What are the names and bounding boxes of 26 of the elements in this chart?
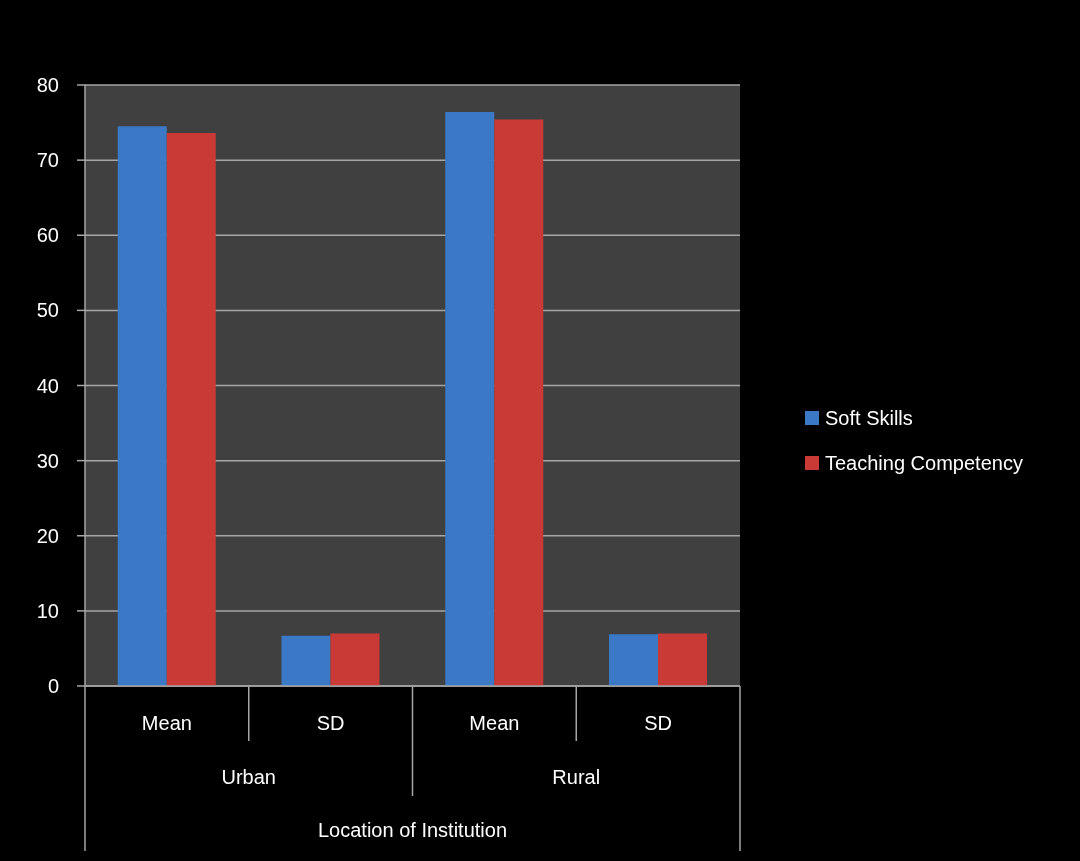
y-tick-label: 20 <box>36 524 59 547</box>
bar <box>166 133 216 686</box>
x-tick-label: SD <box>316 712 345 734</box>
text: Urban <box>221 766 276 788</box>
x-axis-title: Location of Institution <box>317 819 508 841</box>
legend-label: Soft Skills <box>825 406 913 430</box>
y-tick-label: 0 <box>47 675 59 698</box>
x-tick-label: Mean <box>141 712 192 734</box>
bar <box>609 634 658 686</box>
bar <box>494 119 544 686</box>
bar <box>445 112 495 686</box>
bar <box>658 633 707 686</box>
y-tick-label: 80 <box>36 74 59 97</box>
y-tick-label: 10 <box>36 599 59 622</box>
bar <box>330 633 380 686</box>
y-tick-label: 30 <box>36 449 59 472</box>
y-tick-label: 40 <box>36 374 59 397</box>
bar <box>117 126 167 686</box>
y-tick-label: 50 <box>36 299 59 322</box>
legend-label: Teaching Competency <box>825 451 1023 475</box>
x-tick-label: SD <box>644 712 673 734</box>
text: Rural <box>552 766 601 788</box>
x-tick-label: Mean <box>469 712 520 734</box>
bar <box>281 635 331 686</box>
y-tick-label: 60 <box>36 224 59 247</box>
y-tick-label: 70 <box>36 149 59 172</box>
